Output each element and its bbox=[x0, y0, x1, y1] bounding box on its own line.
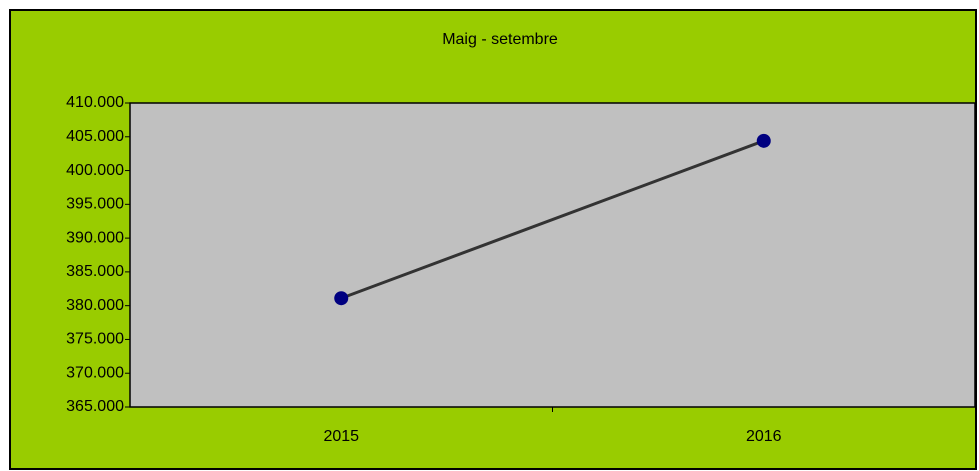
y-tick-label: 375.000 bbox=[66, 331, 124, 348]
y-tick-label: 405.000 bbox=[66, 128, 124, 145]
y-tick-label: 365.000 bbox=[66, 398, 124, 415]
y-tick-label: 410.000 bbox=[66, 94, 124, 111]
x-tick-label: 2015 bbox=[323, 428, 359, 445]
y-tick-label: 370.000 bbox=[66, 364, 124, 381]
y-tick-label: 385.000 bbox=[66, 263, 124, 280]
marker bbox=[334, 291, 349, 306]
y-tick-label: 395.000 bbox=[66, 196, 124, 213]
y-tick-label: 390.000 bbox=[66, 229, 124, 246]
marker bbox=[756, 133, 771, 148]
x-tick-label: 2016 bbox=[746, 428, 782, 445]
plot-area bbox=[129, 102, 976, 408]
line bbox=[340, 139, 765, 300]
y-tick-label: 400.000 bbox=[66, 162, 124, 179]
y-tick-label: 380.000 bbox=[66, 297, 124, 314]
chart-title: Maig - setembre bbox=[442, 31, 558, 48]
